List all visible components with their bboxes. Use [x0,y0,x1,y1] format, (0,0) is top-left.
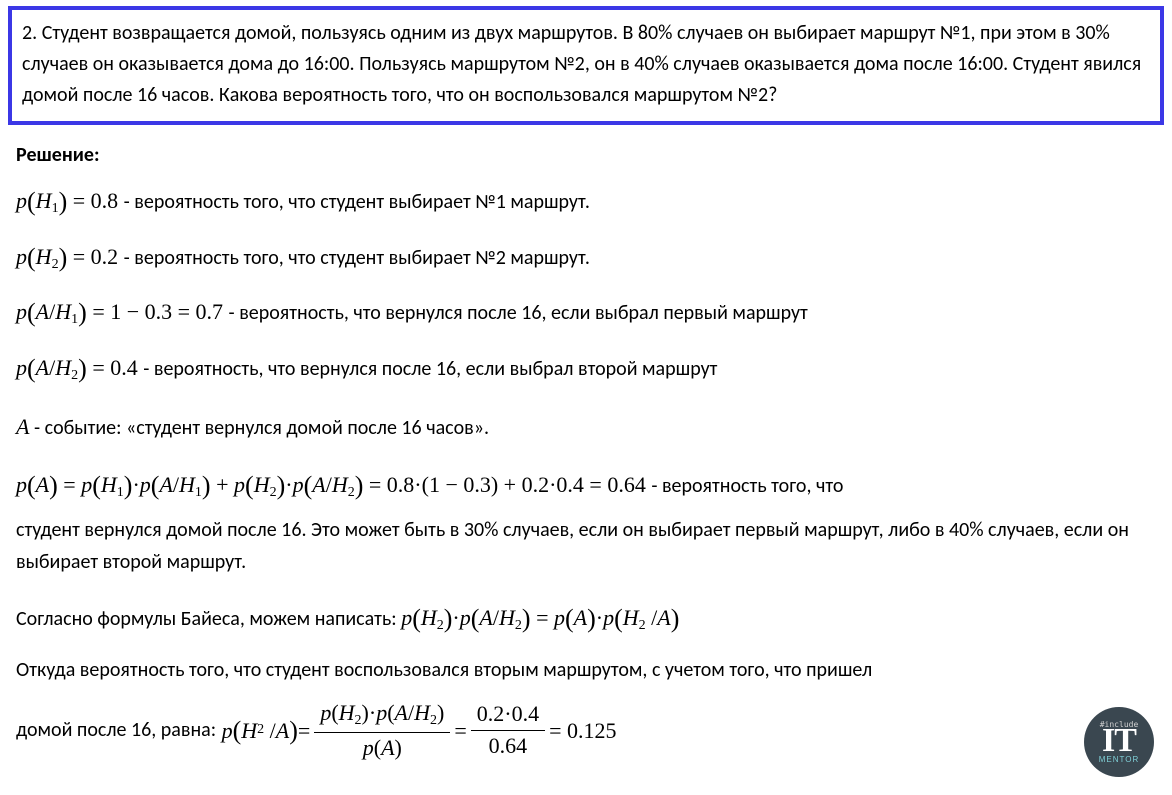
desc-pH2: - вероятность того, что студент выбирает… [124,246,590,270]
logo-mentor: MENTOR [1099,755,1140,764]
line-pA: p(A) = p(H1)·p(A/H1) + p(H2)·p(A/H2) = 0… [16,465,1172,507]
desc-A: - событие: «студент вернулся домой после… [34,416,489,440]
solution-header: Решение: [16,143,1172,167]
line-pAH1: p(A/H1) = 1 − 0.3 = 0.7 - вероятность, ч… [16,292,1172,334]
formula-pA: p(A) = p(H1)·p(A/H1) + p(H2)·p(A/H2) = 0… [16,472,651,497]
line-final: домой после 16, равна: p(H2 /A) = p(H2)·… [16,700,1172,761]
formula-pAH2: p(A/H2) = 0.4 [16,355,143,380]
line-A-event: A - событие: «студент вернулся домой пос… [16,409,1172,444]
desc-pAH2: - вероятность, что вернулся после 16, ес… [143,357,717,381]
page: 2. Студент возвращается домой, пользуясь… [0,6,1172,795]
formula-bayes: p(H2)·p(A/H2) = p(A)·p(H2 /A) [401,605,679,630]
problem-text: 2. Студент возвращается домой, пользуясь… [22,21,1141,107]
problem-statement-box: 2. Студент возвращается домой, пользуясь… [8,6,1164,125]
formula-final: p(H2 /A) = p(H2)·p(A/H2) p(A) = 0.2·0.4 … [216,700,616,761]
line-bayes: Согласно формулы Байеса, можем написать:… [16,598,1172,640]
bayes-outro: Откуда вероятность того, что студент вос… [16,654,1172,686]
bayes-intro: Согласно формулы Байеса, можем написать: [16,607,401,631]
line-pH2: p(H2) = 0.2 - вероятность того, что студ… [16,237,1172,279]
formula-pAH1: p(A/H1) = 1 − 0.3 = 0.7 [16,299,229,324]
desc-pAH1: - вероятность, что вернулся после 16, ес… [229,301,808,325]
line-pAH2: p(A/H2) = 0.4 - вероятность, что вернулс… [16,348,1172,390]
desc-pA-after: - вероятность того, что [651,474,843,498]
desc-pH1: - вероятность того, что студент выбирает… [124,190,590,214]
formula-pH2: p(H2) = 0.2 [16,244,124,269]
line-pH1: p(H1) = 0.8 - вероятность того, что студ… [16,181,1172,223]
itmentor-logo: #include IT MENTOR [1084,707,1154,777]
symbol-A: A [16,414,29,439]
logo-it: IT [1102,726,1136,757]
final-prefix: домой после 16, равна: [16,714,216,746]
formula-pH1: p(H1) = 0.8 [16,188,124,213]
desc-pA-block: студент вернулся домой после 16. Это мож… [16,514,1172,578]
